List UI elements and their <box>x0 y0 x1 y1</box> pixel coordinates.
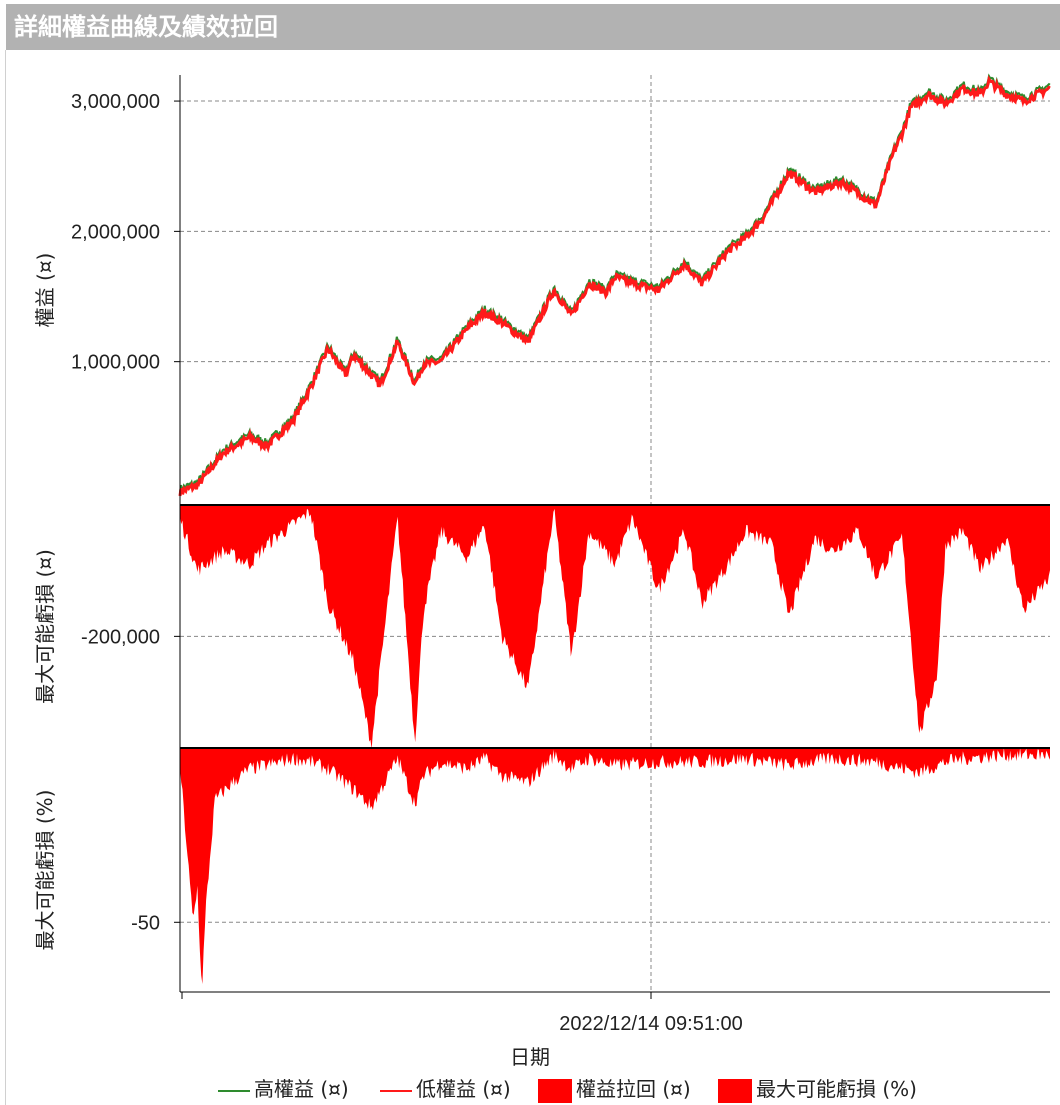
legend-label: 低權益 (¤) <box>416 1077 511 1101</box>
y-axis-label: 最大可能虧損 (%) <box>33 790 57 951</box>
equity-drawdown-chart: 3,000,000 2,000,000 1,000,000 權益 (¤) -200,00… <box>33 73 1051 1069</box>
legend-line-icon <box>380 1089 412 1092</box>
legend-box-icon <box>718 1078 752 1103</box>
y-tick-label: 1,000,000 <box>71 352 160 374</box>
legend-item-drawdown: 權益拉回 (¤) <box>538 1076 691 1103</box>
legend-label: 權益拉回 (¤) <box>576 1077 691 1101</box>
legend-item-max-loss-pct: 最大可能虧損 (%) <box>718 1076 917 1103</box>
legend-label: 高權益 (¤) <box>254 1077 349 1101</box>
legend-item-high-equity: 高權益 (¤) <box>218 1076 349 1102</box>
legend-label: 最大可能虧損 (%) <box>756 1077 917 1101</box>
y-axis-label: 最大可能虧損 (¤) <box>33 549 57 704</box>
drawdown-area <box>180 748 1050 984</box>
series-line-low-equity <box>178 75 1051 497</box>
y-axis-label: 權益 (¤) <box>33 253 57 328</box>
y-tick-label: -200,000 <box>81 626 160 648</box>
y-tick-label: 3,000,000 <box>71 91 160 113</box>
drawdown-area <box>180 505 1050 749</box>
series-line-high-equity <box>179 73 1051 493</box>
legend-line-icon <box>218 1089 250 1092</box>
legend-item-low-equity: 低權益 (¤) <box>380 1076 511 1102</box>
window-title: 詳細權益曲線及績效拉回 <box>6 4 1060 50</box>
y-tick-label: -50 <box>131 912 160 934</box>
y-tick-label: 2,000,000 <box>71 221 160 243</box>
legend-box-icon <box>538 1078 572 1103</box>
legend: 高權益 (¤) 低權益 (¤) 權益拉回 (¤) 最大可能虧損 (%) <box>0 1076 1060 1103</box>
frame-border <box>5 50 6 1105</box>
x-tick-label: 2022/12/14 09:51:00 <box>559 1013 743 1035</box>
x-axis-label: 日期 <box>510 1045 550 1069</box>
